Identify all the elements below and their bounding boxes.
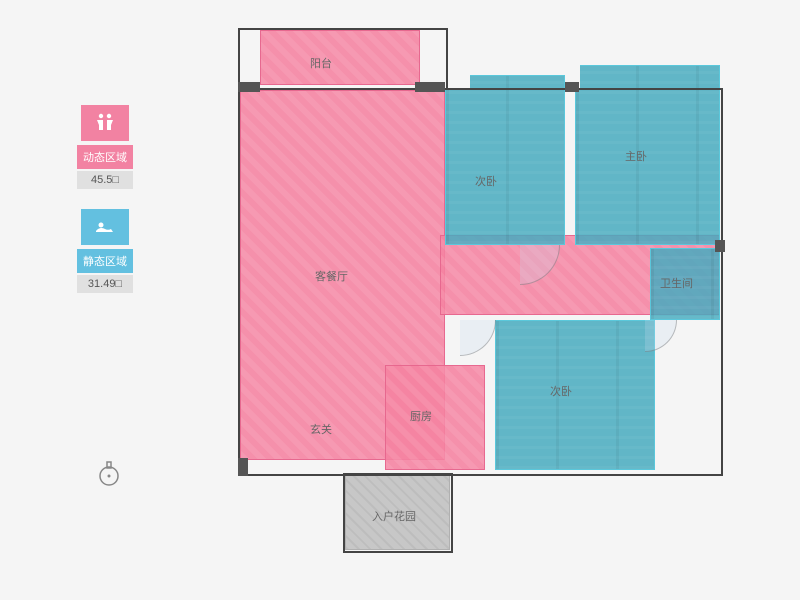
legend-dynamic-label: 动态区域 — [77, 145, 133, 169]
gap — [450, 475, 505, 555]
floorplan: 阳台客餐厅玄关厨房次卧主卧卫生间次卧入户花园 — [220, 20, 740, 580]
legend-static: 静态区域 31.49□ — [75, 209, 135, 293]
room-garden — [345, 475, 450, 550]
legend-static-label: 静态区域 — [77, 249, 133, 273]
room-balcony — [260, 30, 420, 85]
compass-icon — [95, 460, 123, 488]
pillar — [238, 458, 248, 476]
sleep-icon — [81, 209, 129, 245]
room-kitchen — [385, 365, 485, 470]
pillar — [238, 82, 260, 92]
room-bed2b — [495, 320, 655, 470]
legend-static-value: 31.49□ — [77, 275, 133, 293]
pillar — [415, 82, 445, 92]
room-bath — [650, 248, 720, 320]
room-bed2a — [445, 75, 565, 245]
people-icon — [81, 105, 129, 141]
legend-dynamic: 动态区域 45.5□ — [75, 105, 135, 189]
legend-panel: 动态区域 45.5□ 静态区域 31.49□ — [75, 105, 135, 313]
legend-dynamic-value: 45.5□ — [77, 171, 133, 189]
pillar — [565, 82, 579, 92]
pillar — [715, 240, 725, 252]
room-master — [575, 65, 720, 245]
